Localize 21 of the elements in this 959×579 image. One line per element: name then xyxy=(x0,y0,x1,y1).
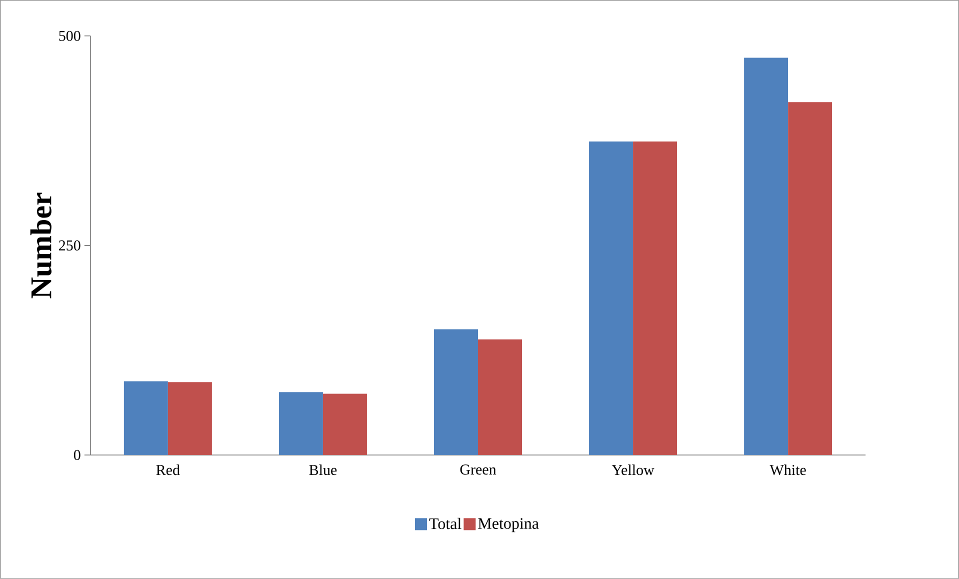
x-tick-label: White xyxy=(770,464,806,476)
bar xyxy=(124,381,168,456)
bar xyxy=(478,339,522,456)
x-tick-label: Yellow xyxy=(612,464,654,476)
bar xyxy=(322,394,367,456)
y-axis-title: Number xyxy=(30,192,52,298)
bar xyxy=(744,58,788,456)
x-tick-label: Blue xyxy=(309,464,337,476)
y-tick-label: 500 xyxy=(59,30,80,41)
bar xyxy=(633,142,678,456)
x-tick-label: Red xyxy=(156,464,180,476)
y-tick-label: 0 xyxy=(74,450,80,460)
bar xyxy=(278,392,323,456)
legend-label: Metopina xyxy=(478,518,539,532)
y-tick-label: 250 xyxy=(59,240,80,251)
bar xyxy=(434,329,478,456)
legend-label: Total xyxy=(429,518,462,530)
bar xyxy=(168,382,212,456)
x-tick-label: Green xyxy=(460,464,496,475)
bar xyxy=(589,142,634,456)
bar xyxy=(788,102,832,456)
